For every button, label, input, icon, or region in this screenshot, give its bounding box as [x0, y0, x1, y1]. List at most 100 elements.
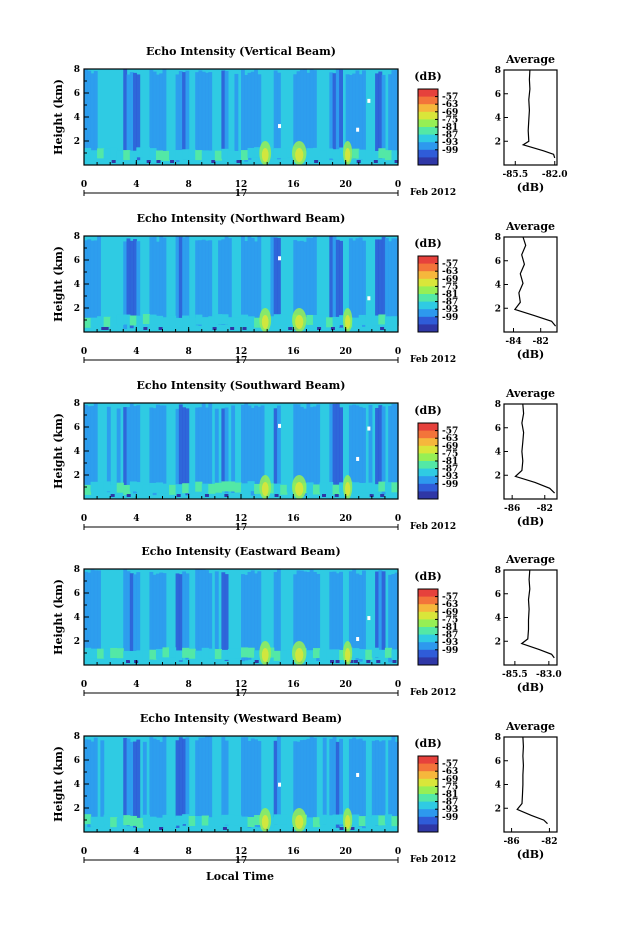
- heatmap-cell: [306, 403, 311, 488]
- profile-x-tick-label: -86: [503, 837, 519, 847]
- heatmap-cell: [195, 240, 200, 326]
- heatmap-cell: [295, 648, 304, 662]
- heatmap-cell: [136, 482, 144, 493]
- heatmap-cell: [391, 316, 399, 327]
- heatmap-cell: [358, 406, 363, 491]
- colorbar-swatch: [418, 794, 438, 802]
- heatmap-cell: [84, 814, 92, 825]
- heatmap-cell: [201, 569, 206, 658]
- heatmap-cell: [103, 481, 111, 492]
- heatmap-cell: [356, 160, 361, 163]
- heatmap-cell: [296, 570, 301, 654]
- heatmap-cell: [378, 314, 386, 325]
- colorbar-tick-label: -75: [442, 282, 458, 292]
- heatmap-cell: [362, 240, 366, 327]
- x-tick-label: 0: [81, 847, 87, 857]
- y-axis-label: Height (km): [52, 413, 65, 489]
- heatmap-cell: [317, 327, 322, 330]
- heatmap-cell: [149, 571, 154, 660]
- heatmap-cell: [123, 314, 131, 325]
- colorbar-tick-label: -99: [442, 813, 458, 823]
- heatmap-cell: [394, 572, 399, 659]
- heatmap-cell: [391, 403, 396, 489]
- heatmap-cell: [175, 573, 180, 657]
- heatmap-cell: [188, 149, 196, 160]
- profile-x-label: (dB): [517, 515, 544, 528]
- heatmap-cell: [182, 483, 190, 494]
- heatmap-cell: [299, 740, 304, 825]
- y-tick-label: 4: [74, 613, 80, 623]
- heatmap-cell: [129, 150, 137, 161]
- heatmap-cell: [123, 69, 128, 154]
- panel-3: Echo Intensity (Southward Beam) Height (k…: [52, 379, 558, 533]
- colorbar-unit: (dB): [414, 404, 441, 417]
- y-tick-label: 6: [74, 89, 80, 99]
- colorbar-tick-label: -87: [442, 131, 458, 141]
- heatmap-cell: [182, 315, 190, 326]
- heatmap-cell: [345, 648, 351, 662]
- heatmap-cell: [234, 482, 242, 493]
- heatmap-cell: [129, 815, 137, 826]
- heatmap-cell: [162, 69, 167, 156]
- colorbar-tick-label: -99: [442, 313, 458, 323]
- profile-x-tick-label: -82: [541, 837, 557, 847]
- heatmap-cell: [349, 660, 354, 663]
- profile-y-tick-label: 8: [495, 400, 501, 410]
- heatmap-cell: [352, 148, 360, 159]
- colorbar-swatch: [418, 771, 438, 780]
- heatmap-cell: [93, 70, 98, 155]
- heatmap-cell: [339, 482, 347, 493]
- heatmap-cell: [241, 69, 245, 158]
- heatmap-cell: [257, 74, 262, 157]
- heatmap-cell: [244, 737, 249, 823]
- heatmap-cell: [394, 69, 399, 155]
- x-tick-label: 12: [235, 680, 248, 690]
- heatmap-cell: [365, 816, 373, 827]
- heatmap-cell: [159, 236, 164, 324]
- heatmap-cell: [254, 147, 262, 158]
- heatmap-cell: [149, 237, 154, 321]
- heatmap-cell: [358, 237, 363, 322]
- heatmap-cell: [373, 160, 378, 163]
- heatmap-cell: [101, 327, 106, 330]
- heatmap-cell: [224, 70, 229, 157]
- heatmap-cell: [87, 239, 92, 324]
- heatmap-cell: [322, 737, 327, 825]
- profile-title: Average: [505, 387, 555, 400]
- x-tick-label: 20: [339, 180, 352, 190]
- heatmap-cell: [286, 147, 294, 158]
- heatmap-cell: [335, 69, 340, 157]
- heatmap-cell: [312, 648, 321, 659]
- colorbar-swatch: [418, 127, 438, 135]
- heatmap-cell: [366, 660, 371, 663]
- x-tick-label: 0: [395, 680, 401, 690]
- heatmap-cell: [352, 73, 357, 160]
- heatmap-cell: [352, 482, 360, 493]
- heatmap-cell: [394, 741, 399, 825]
- heatmap-cell: [221, 148, 229, 159]
- heatmap-cell: [335, 660, 340, 663]
- x-tick-label: 16: [287, 180, 300, 190]
- heatmap-cell: [247, 405, 252, 489]
- heatmap-cell: [103, 814, 111, 825]
- heatmap-cell: [182, 407, 186, 492]
- heatmap-cell: [136, 405, 141, 490]
- heatmap-cell: [378, 649, 386, 660]
- heatmap-cell: [276, 736, 281, 824]
- heatmap-cell: [375, 740, 379, 826]
- heatmap-cell: [254, 69, 258, 153]
- heatmap-cell: [299, 69, 304, 155]
- colorbar-tick-label: -87: [442, 298, 458, 308]
- x-tick-label: 8: [186, 847, 192, 857]
- heatmap-cell: [84, 147, 92, 158]
- heatmap-cell: [257, 406, 262, 494]
- heatmap-cell: [378, 815, 386, 826]
- heatmap-cell: [380, 494, 385, 497]
- heatmap-cell: [286, 482, 294, 493]
- profile-x-tick-label: -83.0: [536, 670, 562, 680]
- heatmap-cell: [247, 236, 252, 320]
- heatmap-cell: [274, 494, 279, 497]
- colorbar-swatch: [418, 423, 438, 431]
- colorbar-swatch: [418, 816, 438, 825]
- heatmap-cell: [234, 648, 242, 659]
